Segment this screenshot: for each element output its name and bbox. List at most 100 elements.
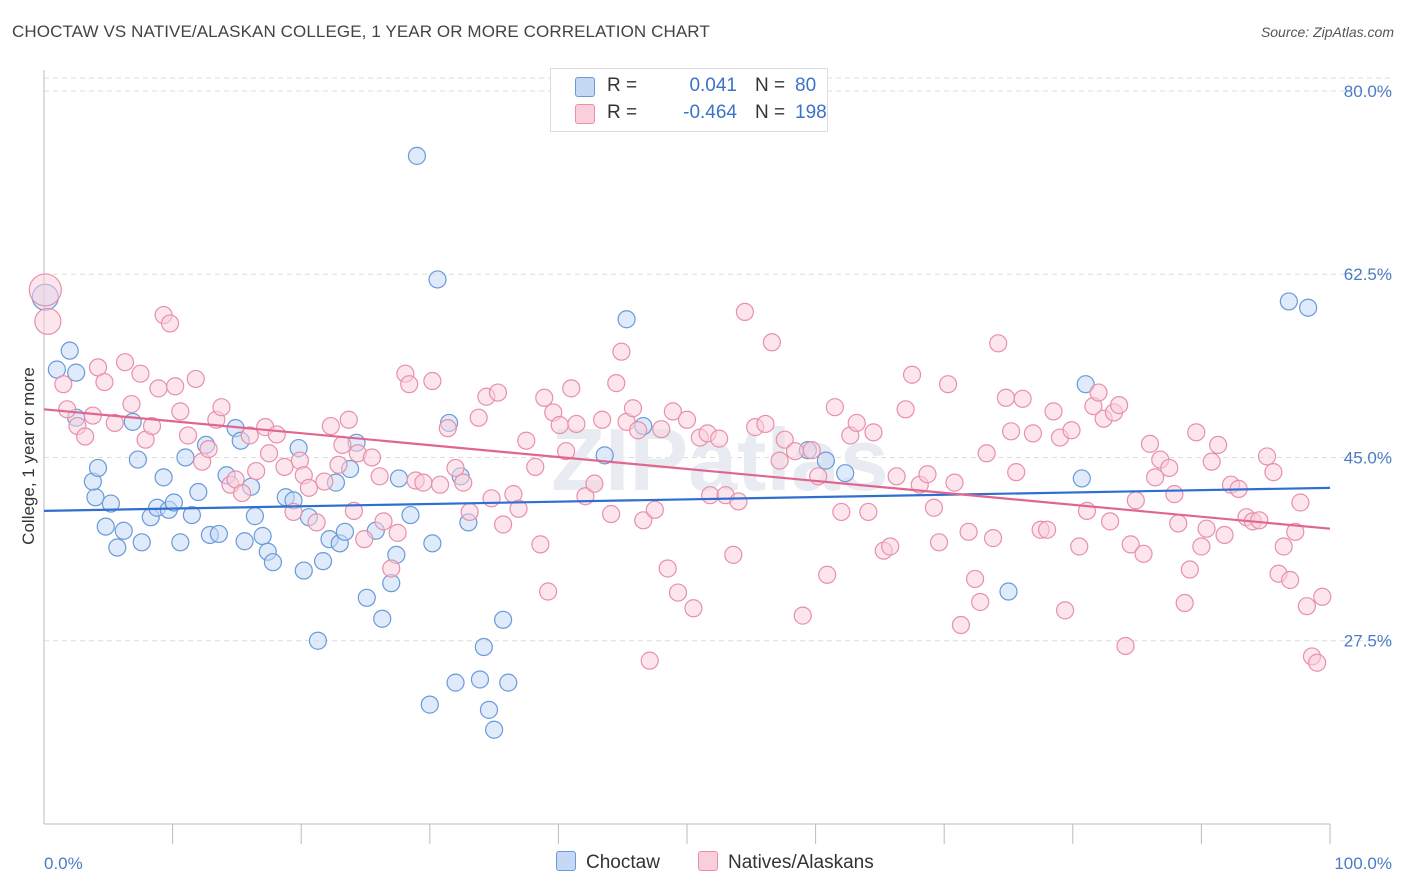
native-point xyxy=(567,414,586,434)
choctaw-point xyxy=(128,450,147,469)
x-tick-label: 0.0% xyxy=(44,854,83,873)
y-tick-label: 80.0% xyxy=(1344,82,1392,101)
grid-lines xyxy=(44,77,1392,642)
native-point xyxy=(684,599,703,618)
native-point xyxy=(557,442,576,461)
native-point xyxy=(509,499,528,518)
native-point xyxy=(186,369,205,389)
choctaw-point xyxy=(470,670,490,689)
choctaw-point xyxy=(253,526,272,546)
choctaw-point xyxy=(595,446,614,465)
choctaw-point xyxy=(294,561,313,580)
native-point xyxy=(526,457,545,476)
native-point xyxy=(677,410,697,429)
native-point xyxy=(585,474,604,493)
native-point xyxy=(339,410,358,429)
native-point xyxy=(1013,389,1032,408)
native-point xyxy=(1116,636,1135,656)
choctaw-point xyxy=(446,673,465,692)
native-point xyxy=(971,592,990,612)
native-point xyxy=(54,375,73,394)
native-point xyxy=(652,420,671,439)
native-point xyxy=(355,530,374,549)
native-point xyxy=(199,439,218,459)
legend-label-choctaw: Choctaw xyxy=(586,852,660,873)
native-point xyxy=(1160,458,1179,478)
native-point xyxy=(1140,434,1160,453)
choctaw-point xyxy=(114,521,133,540)
native-point xyxy=(1286,522,1305,541)
choctaw-point xyxy=(428,270,447,289)
native-point xyxy=(83,406,102,425)
choctaw-point xyxy=(836,464,855,483)
native-point xyxy=(275,457,294,476)
r-label: R = xyxy=(607,75,638,96)
choctaw-point xyxy=(617,310,636,329)
native-point xyxy=(446,458,465,478)
native-point xyxy=(1037,520,1057,539)
choctaw-point xyxy=(1072,469,1091,488)
choctaw-point xyxy=(96,517,115,536)
native-point xyxy=(212,398,231,417)
native-point xyxy=(1044,402,1063,421)
legend-item-natives: Natives/Alaskans xyxy=(698,851,874,874)
native-point xyxy=(142,416,162,436)
native-point xyxy=(1001,422,1021,441)
native-point xyxy=(668,583,688,602)
choctaw-point xyxy=(88,458,108,478)
native-point xyxy=(115,353,135,372)
native-point xyxy=(382,559,401,578)
native-point xyxy=(929,533,949,552)
choctaw-point xyxy=(313,552,333,571)
native-point xyxy=(34,307,62,335)
native-point xyxy=(924,498,944,517)
choctaw-point xyxy=(108,538,127,557)
native-point xyxy=(1023,424,1043,443)
trend-lines xyxy=(43,408,1331,530)
native-point xyxy=(488,383,508,402)
stats-legend: R = 0.041 N = 80 R = -0.464 N = 198 xyxy=(550,68,828,132)
native-point xyxy=(629,421,648,440)
r-label: R = xyxy=(607,102,638,123)
native-point xyxy=(1209,435,1228,455)
native-point xyxy=(887,467,906,486)
native-point xyxy=(482,489,501,508)
native-point xyxy=(95,372,114,392)
y-axis-label: College, 1 year or more xyxy=(19,367,38,545)
choctaw-point xyxy=(263,553,283,572)
trend-line-natives xyxy=(43,408,1331,530)
n-label: N = xyxy=(755,75,786,96)
choctaw-point xyxy=(67,363,86,382)
native-point xyxy=(996,388,1016,407)
choctaw-point xyxy=(132,533,151,552)
native-point xyxy=(1134,544,1153,563)
native-point xyxy=(762,333,781,352)
native-point xyxy=(469,408,488,427)
native-point xyxy=(983,529,1003,548)
native-point xyxy=(1297,597,1316,616)
choctaw-point xyxy=(373,609,392,628)
native-point xyxy=(105,413,124,433)
choctaw-point xyxy=(245,507,265,526)
tick-labels: 27.5% 45.0% 62.5% 80.0% 0.0% 100.0% xyxy=(44,82,1392,873)
r-value: 0.041 xyxy=(689,75,737,96)
native-point xyxy=(240,426,259,445)
native-point xyxy=(770,451,789,470)
native-point xyxy=(284,502,303,522)
native-point xyxy=(959,522,978,541)
choctaw-point xyxy=(308,631,328,650)
native-point xyxy=(374,512,393,531)
native-point xyxy=(460,502,479,522)
native-point xyxy=(1070,537,1089,556)
native-point xyxy=(1007,463,1026,482)
native-point xyxy=(634,511,653,530)
native-point xyxy=(160,314,180,333)
native-point xyxy=(623,399,643,418)
choctaw-legend-swatch xyxy=(556,851,576,871)
native-point xyxy=(1109,396,1129,415)
native-point xyxy=(1281,570,1300,590)
native-point xyxy=(793,606,812,625)
native-point xyxy=(1175,593,1194,613)
y-tick-label: 27.5% xyxy=(1344,632,1392,651)
native-point xyxy=(562,379,581,398)
